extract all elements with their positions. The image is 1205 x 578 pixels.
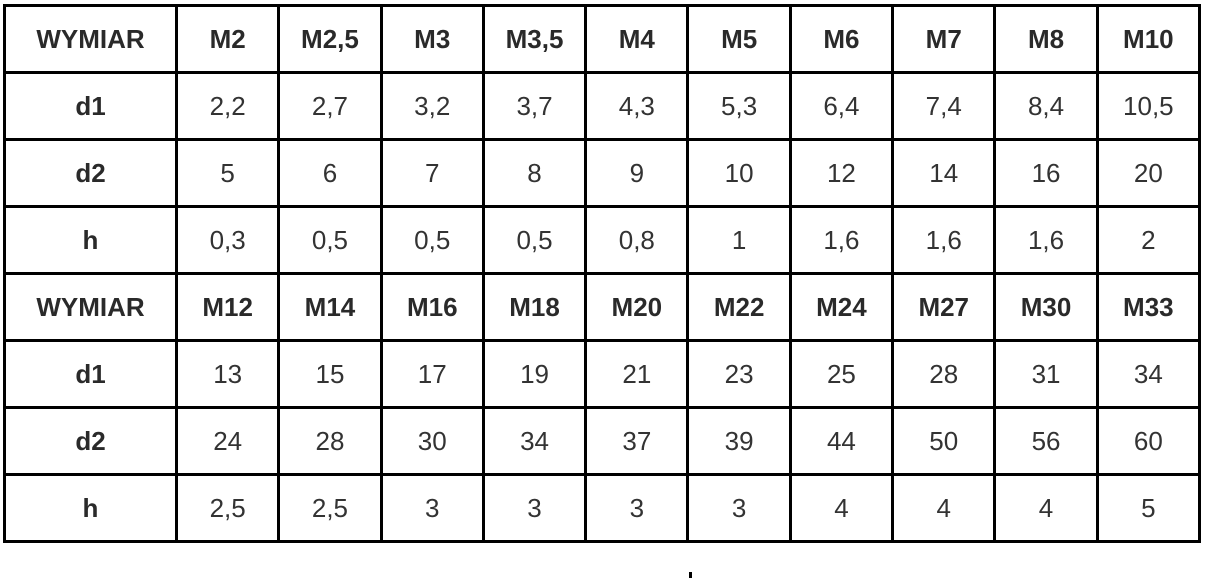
header-row: WYMIAR M2 M2,5 M3 M3,5 M4 M5 M6 M7 M8 M10 — [3, 4, 1202, 74]
table-cell: 24 — [174, 406, 281, 476]
table-cell: 1,6 — [788, 205, 895, 275]
table-cell: 8 — [481, 138, 588, 208]
table-cell: 15 — [277, 339, 383, 409]
header-row: WYMIAR M12 M14 M16 M18 M20 M22 M24 M27 M30 M33 — [3, 272, 1202, 342]
table-cell: 10 — [686, 138, 792, 208]
column-header: M2,5 — [277, 4, 383, 74]
table-cell: 0,5 — [277, 205, 383, 275]
table-row: h 2,5 2,5 3 3 3 3 4 4 4 5 — [3, 473, 1202, 543]
table-cell: 1,6 — [891, 205, 997, 275]
column-header: M2 — [174, 4, 281, 74]
table-cell: 19 — [481, 339, 588, 409]
table-cell: 12 — [788, 138, 895, 208]
table-cell: 44 — [788, 406, 895, 476]
border-tick — [689, 572, 692, 578]
column-header: M8 — [993, 4, 1099, 74]
table-cell: 3 — [584, 473, 690, 543]
table-cell: 5 — [174, 138, 281, 208]
table-cell: 30 — [379, 406, 485, 476]
column-header: M33 — [1095, 272, 1202, 342]
table-row: d2 5 6 7 8 9 10 12 14 16 20 — [3, 138, 1202, 208]
column-header: M24 — [788, 272, 895, 342]
table-cell: 13 — [174, 339, 281, 409]
column-header: M10 — [1095, 4, 1202, 74]
table-cell: 3 — [686, 473, 792, 543]
table-cell: 2,5 — [277, 473, 383, 543]
table-cell: 0,3 — [174, 205, 281, 275]
table-cell: 6,4 — [788, 71, 895, 141]
column-header: M16 — [379, 272, 485, 342]
table-cell: 0,8 — [584, 205, 690, 275]
table-cell: 1,6 — [993, 205, 1099, 275]
column-header: M14 — [277, 272, 383, 342]
table-cell: 9 — [584, 138, 690, 208]
table-cell: 2,5 — [174, 473, 281, 543]
table-cell: 14 — [891, 138, 997, 208]
table-cell: 25 — [788, 339, 895, 409]
table-cell: 1 — [686, 205, 792, 275]
table-cell: 4 — [788, 473, 895, 543]
table-cell: 20 — [1095, 138, 1202, 208]
table-cell: 34 — [1095, 339, 1202, 409]
table-cell: 31 — [993, 339, 1099, 409]
row-label: h — [3, 473, 178, 543]
table-cell: 10,5 — [1095, 71, 1202, 141]
table-cell: 50 — [891, 406, 997, 476]
table-cell: 3 — [379, 473, 485, 543]
table-cell: 0,5 — [481, 205, 588, 275]
row-label: d1 — [3, 71, 178, 141]
column-header: M12 — [174, 272, 281, 342]
table-cell: 7 — [379, 138, 485, 208]
table-row: d1 2,2 2,7 3,2 3,7 4,3 5,3 6,4 7,4 8,4 10,5 — [3, 71, 1202, 141]
column-header: M22 — [686, 272, 792, 342]
column-header: M4 — [584, 4, 690, 74]
table-cell: 6 — [277, 138, 383, 208]
column-header: M30 — [993, 272, 1099, 342]
dimension-table: WYMIAR M2 M2,5 M3 M3,5 M4 M5 M6 M7 M8 M10 d1 2,2 2,7 3… — [3, 4, 1202, 543]
table-row: h 0,3 0,5 0,5 0,5 0,8 1 1,6 1,6 1,6 2 — [3, 205, 1202, 275]
table-row: d1 13 15 17 19 21 23 25 28 31 34 — [3, 339, 1202, 409]
table-cell: 5,3 — [686, 71, 792, 141]
table-cell: 39 — [686, 406, 792, 476]
table-cell: 17 — [379, 339, 485, 409]
table-row: d2 24 28 30 34 37 39 44 50 56 60 — [3, 406, 1202, 476]
column-header: M3 — [379, 4, 485, 74]
row-label: d2 — [3, 138, 178, 208]
row-label-header: WYMIAR — [3, 4, 178, 74]
table-cell: 3,2 — [379, 71, 485, 141]
table-cell: 37 — [584, 406, 690, 476]
table-cell: 3 — [481, 473, 588, 543]
table-cell: 28 — [277, 406, 383, 476]
table-cell: 4 — [993, 473, 1099, 543]
column-header: M3,5 — [481, 4, 588, 74]
row-label: d2 — [3, 406, 178, 476]
column-header: M6 — [788, 4, 895, 74]
table-cell: 34 — [481, 406, 588, 476]
table-cell: 4 — [891, 473, 997, 543]
column-header: M18 — [481, 272, 588, 342]
table-cell: 60 — [1095, 406, 1202, 476]
table-cell: 5 — [1095, 473, 1202, 543]
row-label: d1 — [3, 339, 178, 409]
table-cell: 3,7 — [481, 71, 588, 141]
row-label: h — [3, 205, 178, 275]
table-cell: 56 — [993, 406, 1099, 476]
table-cell: 4,3 — [584, 71, 690, 141]
column-header: M5 — [686, 4, 792, 74]
table-cell: 23 — [686, 339, 792, 409]
row-label-header: WYMIAR — [3, 272, 178, 342]
table-cell: 0,5 — [379, 205, 485, 275]
table-cell: 21 — [584, 339, 690, 409]
table-cell: 2 — [1095, 205, 1202, 275]
table-cell: 28 — [891, 339, 997, 409]
table-cell: 16 — [993, 138, 1099, 208]
table-cell: 2,2 — [174, 71, 281, 141]
table-cell: 2,7 — [277, 71, 383, 141]
table-cell: 8,4 — [993, 71, 1099, 141]
column-header: M27 — [891, 272, 997, 342]
table-cell: 7,4 — [891, 71, 997, 141]
column-header: M7 — [891, 4, 997, 74]
column-header: M20 — [584, 272, 690, 342]
table-body: WYMIAR M2 M2,5 M3 M3,5 M4 M5 M6 M7 M8 M10 d1 2,2 2,7 3… — [3, 4, 1202, 543]
